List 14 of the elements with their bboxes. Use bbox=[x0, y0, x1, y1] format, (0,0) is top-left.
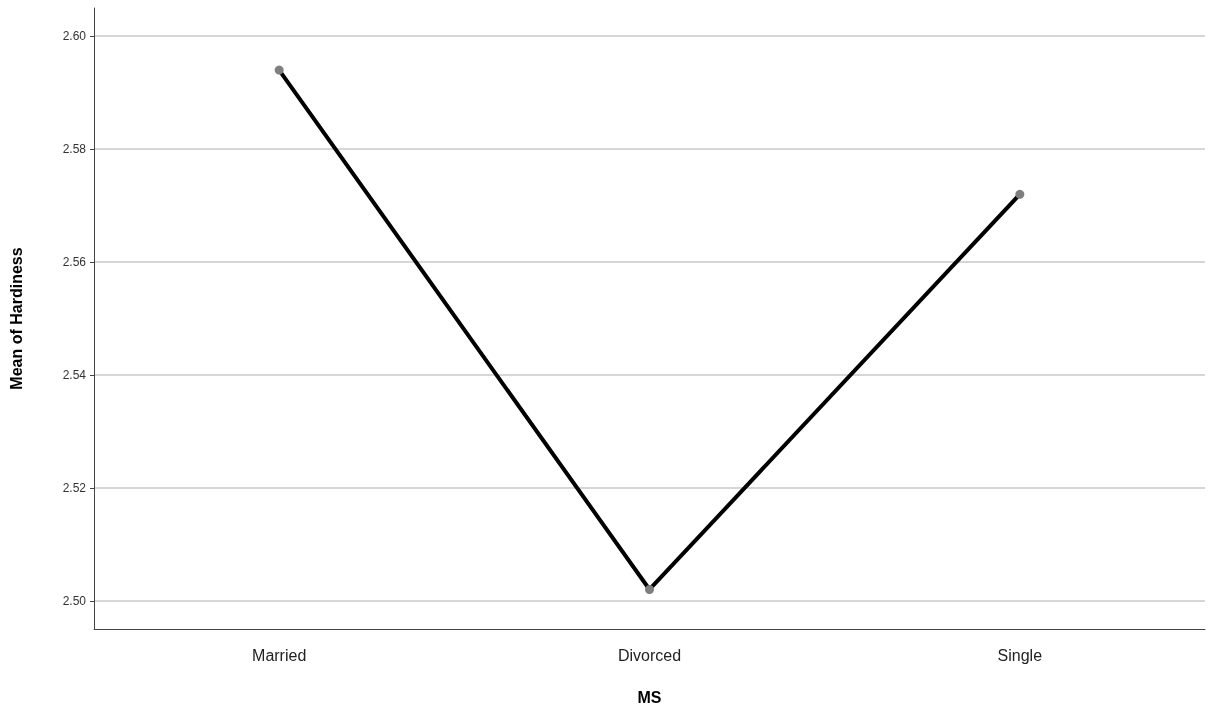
y-tick-label: 2.60 bbox=[62, 29, 87, 44]
y-tick-label: 2.52 bbox=[62, 480, 87, 495]
y-tick-label: 2.58 bbox=[62, 142, 87, 157]
x-tick-label: Single bbox=[997, 646, 1043, 664]
y-tick-label: 2.54 bbox=[62, 367, 87, 382]
x-tick-label: Divorced bbox=[617, 646, 682, 664]
point bbox=[1015, 189, 1025, 199]
point bbox=[645, 584, 654, 594]
x-axis-title: MS bbox=[637, 688, 662, 706]
y-tick-label: 2.56 bbox=[62, 255, 87, 270]
y-axis-title: Mean of Hardiness bbox=[7, 247, 25, 390]
x-tick-label: Married bbox=[252, 646, 307, 664]
point bbox=[274, 65, 284, 75]
y-tick-label: 2.50 bbox=[62, 593, 87, 608]
